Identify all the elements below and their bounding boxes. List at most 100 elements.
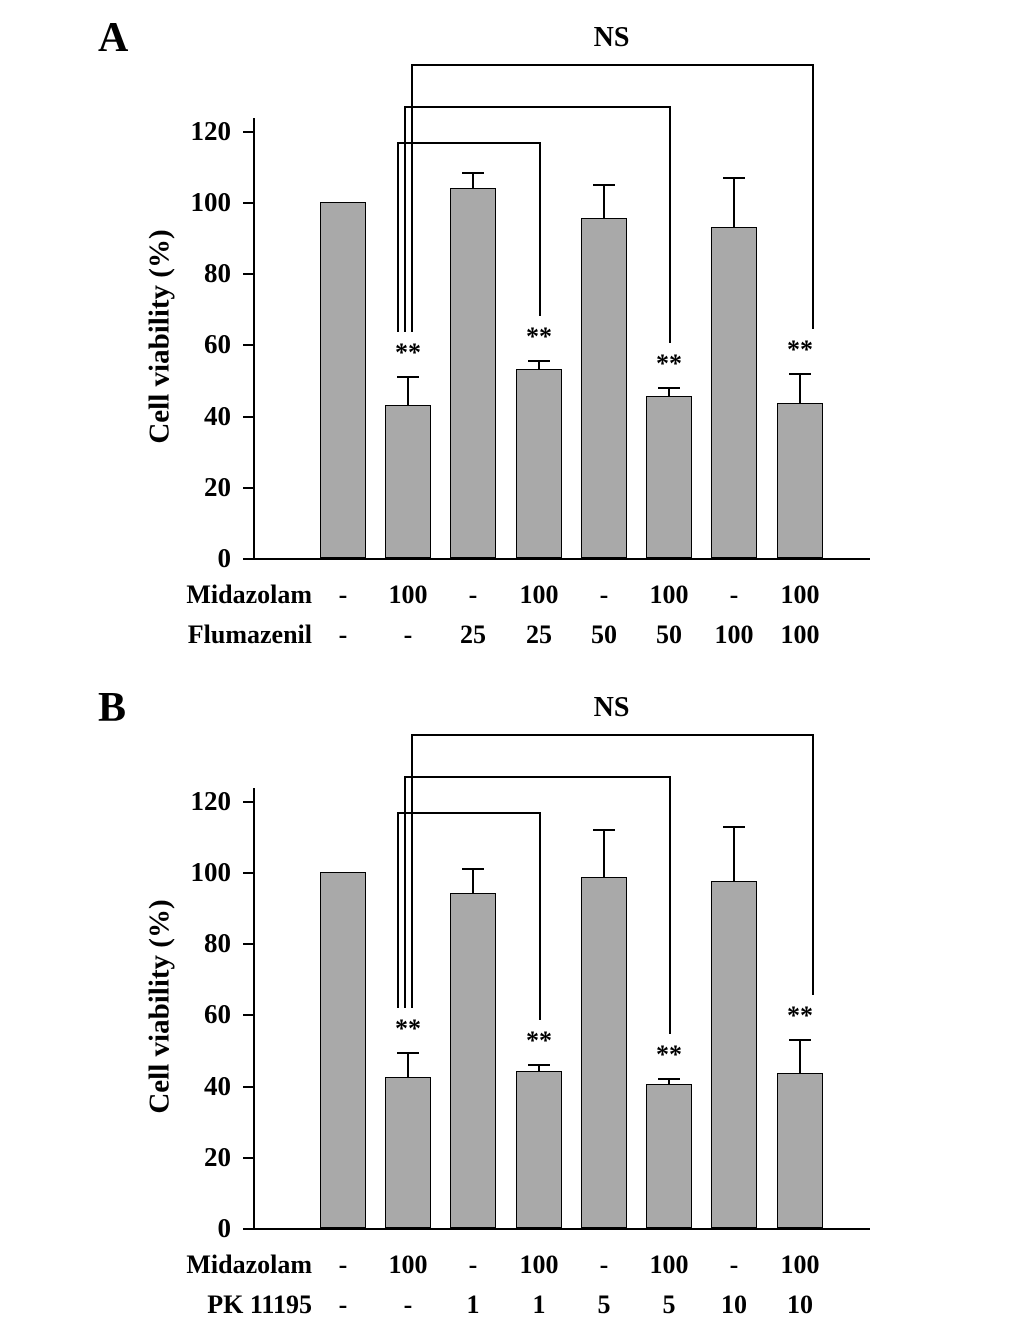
- significance-marker: **: [787, 1001, 813, 1031]
- row-value: -: [338, 1290, 348, 1319]
- bar: [777, 1073, 823, 1228]
- x-axis: [253, 1228, 870, 1230]
- row-label: Midazolam: [186, 580, 312, 609]
- y-tick-mark: [243, 202, 253, 204]
- ns-bracket-right-drop: [812, 64, 814, 329]
- row-value: 100: [780, 1250, 820, 1279]
- row-value: 100: [649, 580, 689, 609]
- panel-a: A Cell viability (%) 0 20 40 60 80 100 120 ** ** **…: [0, 0, 1033, 669]
- y-tick-label: 60: [204, 999, 231, 1030]
- y-tick-mark: [243, 558, 253, 560]
- ns-bracket-left-drop: [411, 64, 413, 333]
- error-bar-cap: [462, 171, 484, 174]
- row-value: 25: [526, 620, 552, 649]
- row-value: -: [599, 1250, 609, 1279]
- row-value: -: [403, 1290, 413, 1319]
- bar: [320, 872, 366, 1228]
- row-value: -: [599, 580, 609, 609]
- ns-label: NS: [593, 22, 630, 53]
- row-value: -: [729, 580, 739, 609]
- row-value: 100: [388, 1250, 428, 1279]
- error-bar-cap: [528, 1064, 550, 1067]
- row-value: -: [403, 620, 413, 649]
- significance-marker: **: [787, 334, 813, 364]
- row-value: 10: [787, 1290, 813, 1319]
- significance-marker: **: [395, 338, 421, 368]
- row-value: 25: [460, 620, 486, 649]
- error-bar-cap: [658, 1078, 680, 1081]
- bar: [385, 404, 431, 558]
- y-tick-mark: [243, 415, 253, 418]
- row-value: 1: [532, 1290, 546, 1319]
- panel-b: B Cell viability (%) 0 20 40 60 80 100 120 ** ** **…: [0, 670, 1033, 1339]
- row-value: 100: [519, 580, 559, 609]
- error-bar-cap: [658, 387, 680, 390]
- bar: [711, 880, 757, 1228]
- error-bar-line: [668, 387, 670, 396]
- bar: [777, 403, 823, 558]
- y-tick-label: 40: [204, 1070, 231, 1101]
- bar: [581, 218, 627, 558]
- y-axis: [253, 788, 255, 1230]
- error-bar-line: [603, 184, 605, 218]
- y-tick-mark: [243, 486, 253, 489]
- error-bar-line: [407, 1051, 409, 1077]
- y-tick-mark: [243, 800, 253, 803]
- y-tick-label: 60: [204, 329, 231, 360]
- ns-bracket-horizontal: [404, 106, 671, 108]
- significance-marker: **: [395, 1013, 421, 1043]
- error-bar-cap: [593, 184, 615, 187]
- row-value: 10: [721, 1290, 747, 1319]
- y-tick-label: 0: [217, 1213, 232, 1243]
- y-axis: [253, 118, 255, 560]
- ns-bracket-horizontal: [404, 776, 671, 778]
- error-bar-cap: [397, 376, 419, 379]
- row-value: -: [338, 580, 348, 609]
- ns-bracket-right-drop: [669, 776, 671, 1035]
- y-tick-mark: [243, 344, 253, 347]
- row-value: -: [468, 1250, 478, 1279]
- bar: [646, 396, 692, 558]
- ns-bracket-right-drop: [539, 142, 541, 317]
- ns-bracket-left-drop: [404, 106, 406, 333]
- bar: [450, 893, 496, 1228]
- y-tick-mark: [243, 872, 253, 874]
- ns-bracket-horizontal: [397, 812, 541, 814]
- ns-bracket-right-drop: [812, 734, 814, 996]
- bar: [516, 1071, 562, 1228]
- panel-letter: A: [98, 15, 129, 61]
- x-axis: [253, 558, 870, 560]
- error-bar-cap: [723, 177, 745, 180]
- error-bar-line: [407, 376, 409, 405]
- error-bar-cap: [593, 829, 615, 832]
- error-bar-cap: [789, 372, 811, 375]
- row-value: -: [468, 580, 478, 609]
- ns-bracket-horizontal: [411, 64, 814, 66]
- y-tick-label: 120: [190, 115, 232, 146]
- row-value: 100: [780, 620, 820, 649]
- row-label: PK 11195: [207, 1290, 312, 1319]
- y-tick-label: 100: [190, 857, 232, 887]
- ns-bracket-left-drop: [397, 812, 399, 1008]
- bar: [711, 226, 757, 558]
- y-tick-label: 120: [190, 785, 232, 816]
- error-bar-cap: [397, 1051, 419, 1054]
- row-value: 5: [662, 1290, 676, 1319]
- ns-bracket-horizontal: [411, 734, 814, 736]
- significance-marker: **: [656, 1040, 682, 1070]
- error-bar-cap: [528, 360, 550, 363]
- bar: [450, 187, 496, 558]
- y-tick-mark: [243, 273, 253, 276]
- y-tick-label: 80: [204, 258, 231, 289]
- ns-bracket-left-drop: [411, 734, 413, 1008]
- bar: [581, 877, 627, 1228]
- row-value: 100: [519, 1250, 559, 1279]
- error-bar-line: [733, 825, 735, 881]
- error-bar-cap: [462, 868, 484, 871]
- y-tick-label: 20: [204, 471, 231, 502]
- y-tick-label: 80: [204, 928, 231, 959]
- row-value: 100: [714, 620, 754, 649]
- error-bar-line: [472, 868, 474, 894]
- bar: [646, 1083, 692, 1228]
